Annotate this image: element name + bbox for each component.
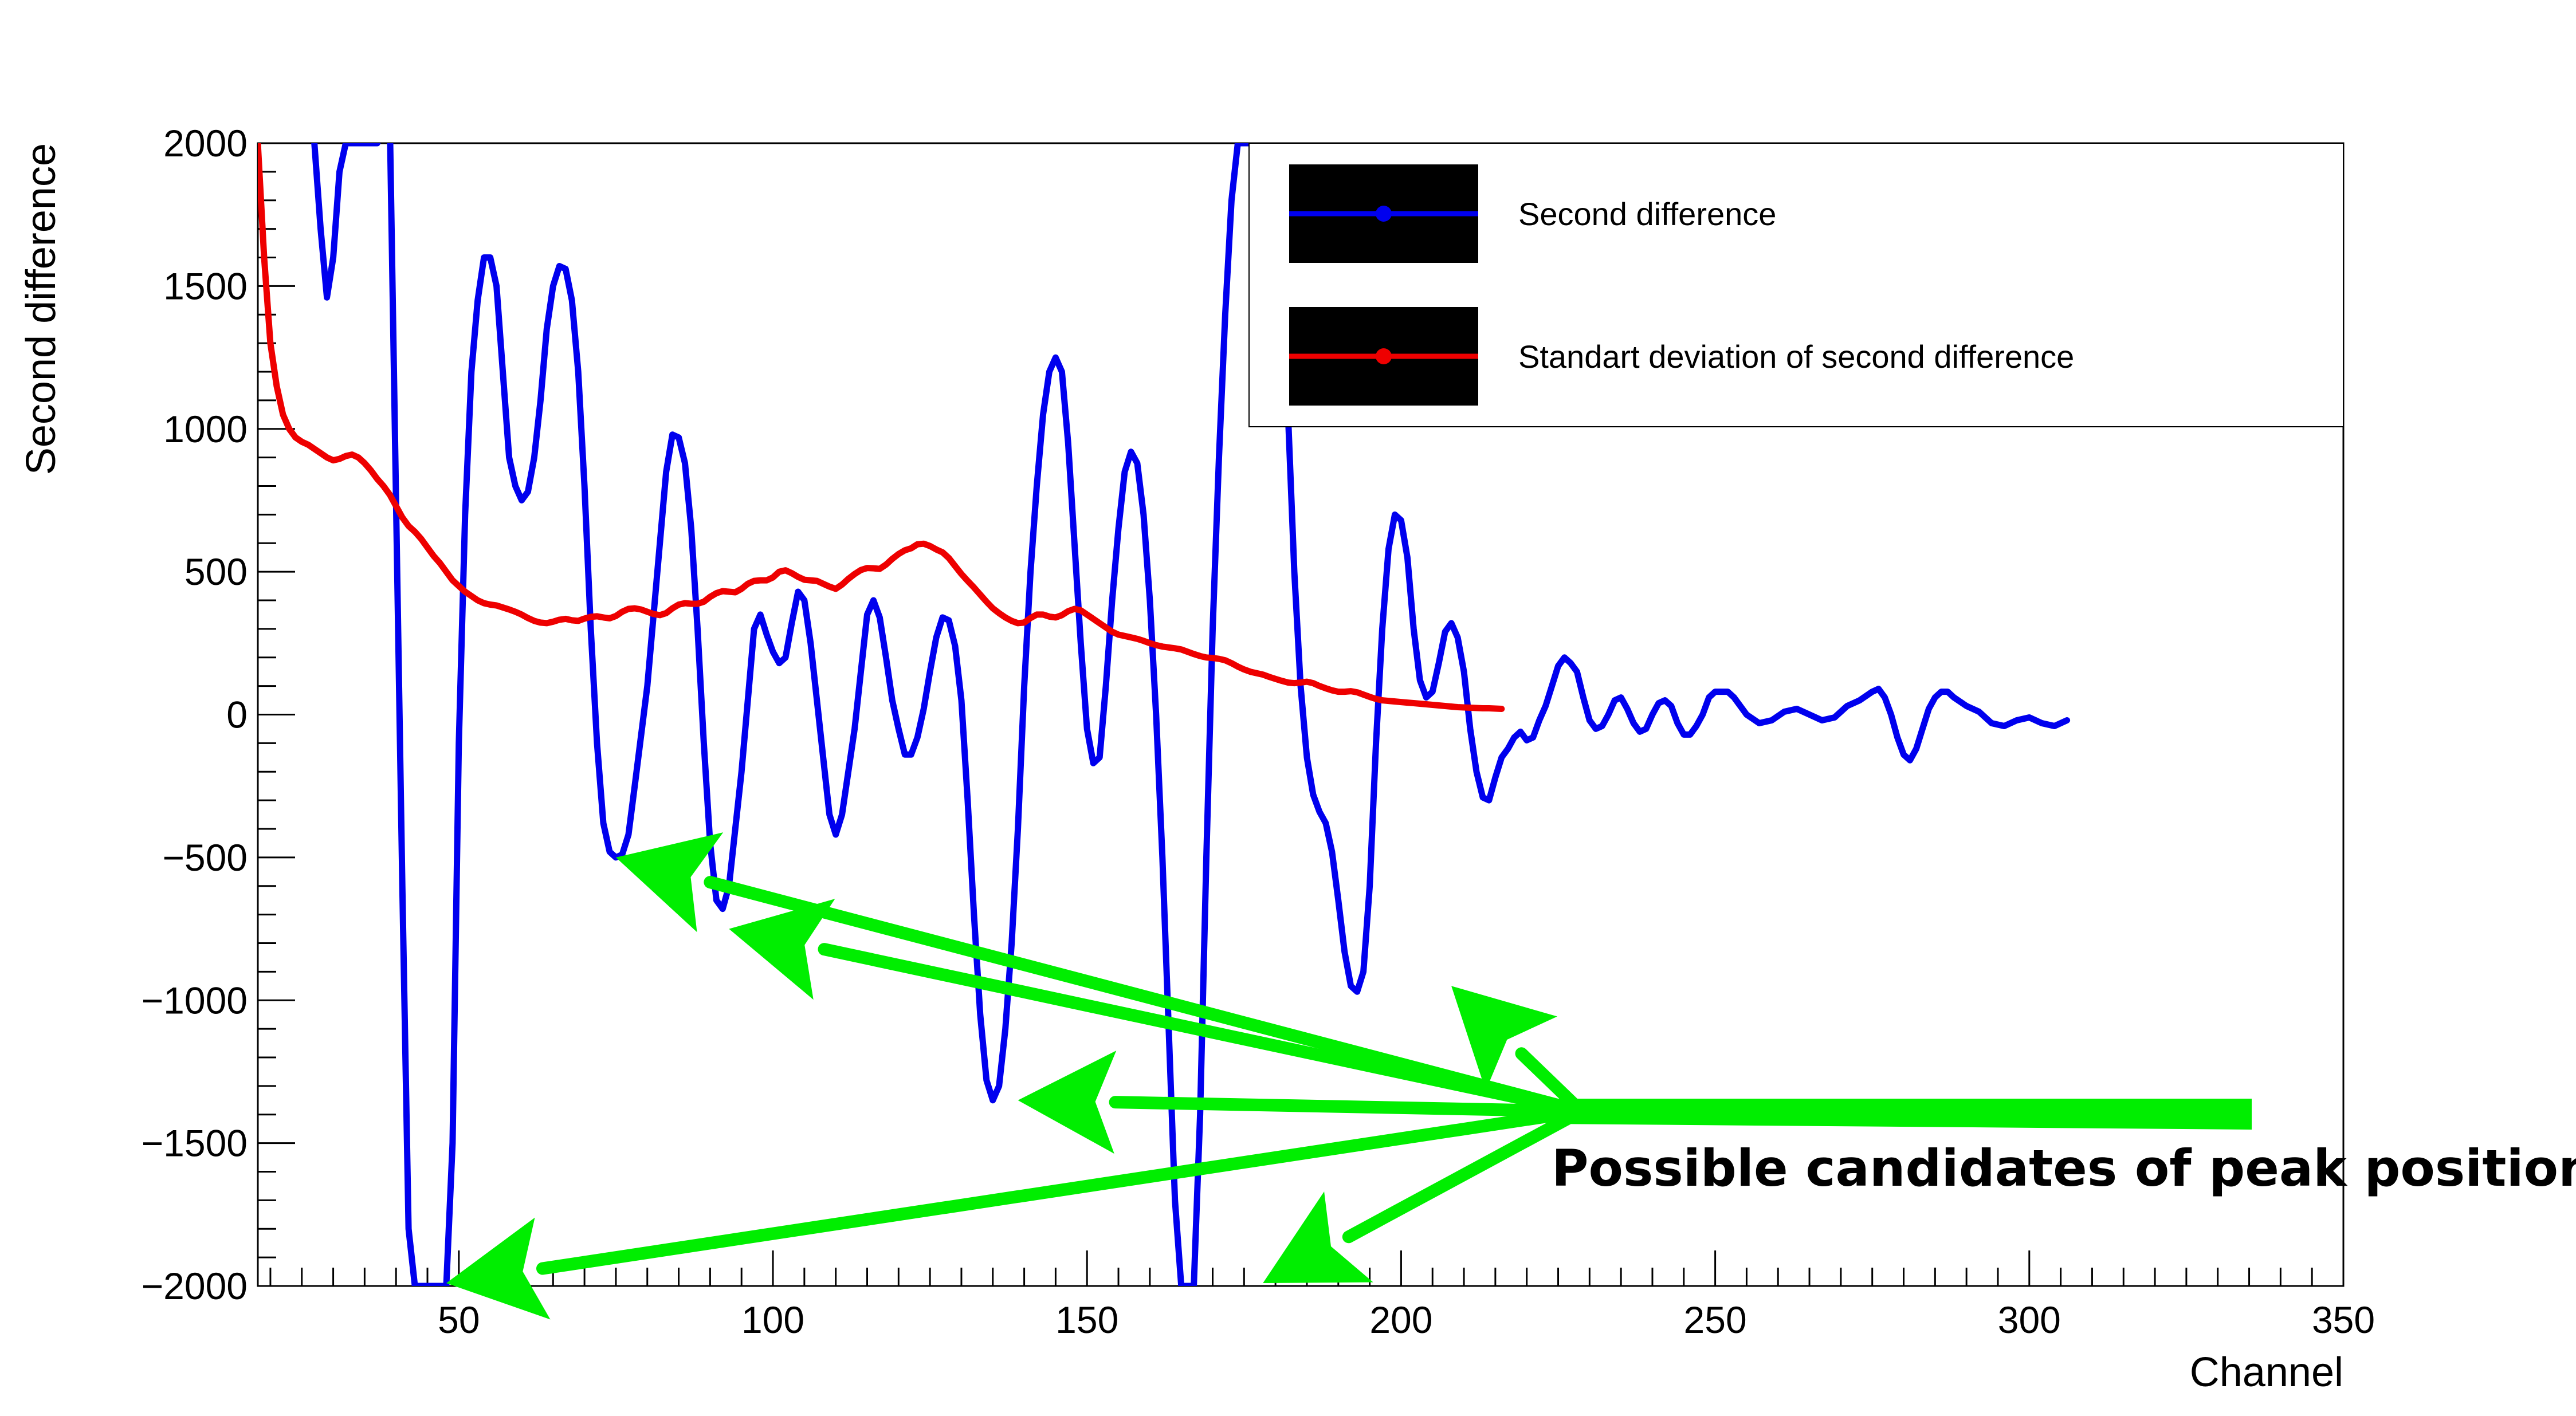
annotation-arrow-shaft — [1342, 1105, 1588, 1244]
y-tick-label: 1000 — [163, 408, 248, 450]
legend-marker-2 — [1376, 348, 1392, 364]
x-tick-label: 50 — [438, 1299, 480, 1341]
legend-marker-1 — [1376, 206, 1392, 222]
annotation-arrow-head — [1451, 986, 1557, 1091]
annotation-bar — [1547, 1099, 2252, 1130]
y-tick-label: −500 — [162, 836, 248, 879]
legend: Second difference Standart deviation of … — [1248, 143, 2344, 427]
series-layer — [258, 143, 2071, 1286]
series-line-1 — [311, 143, 2071, 1286]
annotation-arrow-head — [1263, 1191, 1373, 1283]
y-tick-label: −1000 — [142, 979, 248, 1021]
annotation-arrow-shaft — [1109, 1096, 1588, 1118]
series-line-2 — [258, 143, 1505, 712]
annotation-arrow-head — [446, 1217, 551, 1320]
annotation-arrows — [446, 832, 2252, 1320]
annotation-text: Possible candidates of peak positions — [1552, 1139, 2576, 1198]
annotation-arrow-head — [615, 832, 724, 933]
y-tick-label: 2000 — [163, 122, 248, 164]
x-tick-label: 250 — [1684, 1299, 1747, 1341]
annotation-arrow-head — [729, 899, 835, 1000]
x-tick-label: 150 — [1055, 1299, 1118, 1341]
y-tick-label: 500 — [184, 550, 248, 593]
y-tick-label: −2000 — [142, 1265, 248, 1307]
annotation-arrow-head — [1018, 1051, 1117, 1154]
y-axis-title: Second difference — [18, 143, 64, 475]
y-axis: −2000 −1500 −1000 −500 0 500 1000 1500 2000 — [142, 122, 295, 1307]
legend-label-2: Standart deviation of second difference — [1518, 339, 2074, 375]
x-tick-label: 100 — [741, 1299, 804, 1341]
annotation-arrow-shaft — [704, 876, 1588, 1118]
y-tick-label: −1500 — [142, 1122, 248, 1165]
annotation-arrow-shaft — [1515, 1047, 1588, 1118]
x-axis-title: Channel — [2190, 1350, 2343, 1395]
x-tick-label: 300 — [1998, 1299, 2061, 1341]
y-tick-label: 1500 — [163, 265, 248, 307]
annotation-arrow-shaft — [536, 1105, 1588, 1275]
x-tick-label: 350 — [2312, 1299, 2375, 1341]
legend-label-1: Second difference — [1518, 196, 1776, 232]
annotation-arrow-shaft — [818, 943, 1588, 1118]
x-tick-label: 200 — [1369, 1299, 1432, 1341]
y-tick-label: 0 — [226, 694, 248, 736]
